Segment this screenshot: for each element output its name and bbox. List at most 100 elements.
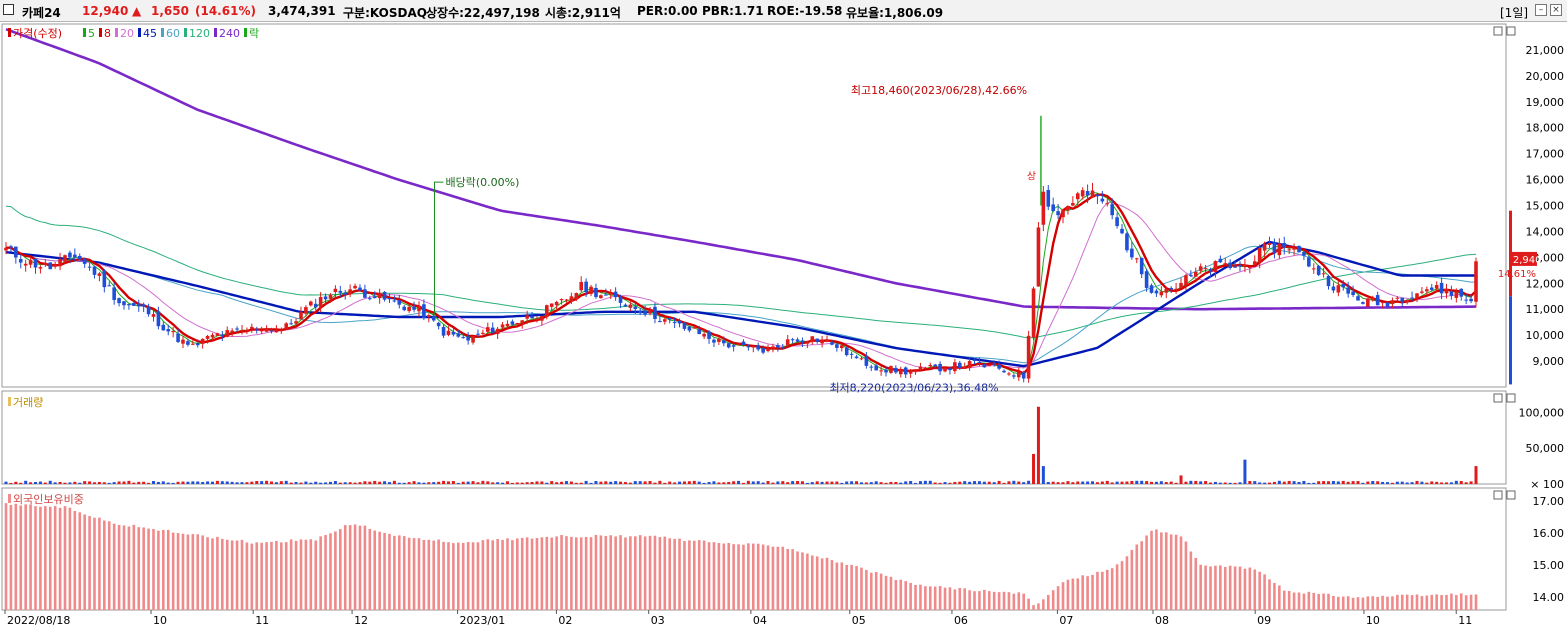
foreign-bar — [63, 506, 67, 610]
foreign-bar — [240, 539, 244, 610]
foreign-bar — [904, 581, 907, 610]
volume-bar — [496, 482, 500, 484]
foreign-tick-label: 15.00 — [1533, 559, 1565, 572]
candle-body — [279, 329, 284, 332]
period-selector[interactable]: [1일] — [1500, 6, 1529, 20]
volume-bar — [1071, 482, 1075, 484]
candle-body — [545, 305, 549, 318]
candle-body — [1420, 291, 1424, 293]
volume-bar — [255, 480, 259, 484]
volume-bar — [1341, 480, 1345, 484]
candle-body — [38, 267, 43, 269]
candle-body — [1361, 302, 1365, 304]
foreign-bar — [653, 535, 657, 610]
volume-bar — [206, 481, 210, 484]
stock-chart[interactable]: 최고18,460(2023/06/28),42.66% 최저8,220(2023/… — [0, 22, 1567, 630]
volume-bar — [1445, 482, 1449, 484]
x-axis-label: 06 — [954, 614, 968, 627]
legend-swatch — [184, 28, 187, 37]
candle-body — [982, 364, 987, 368]
candle-body — [1341, 283, 1346, 288]
close-icon[interactable]: × — [1550, 4, 1562, 16]
candle-body — [638, 310, 643, 314]
foreign-bar — [1381, 595, 1384, 610]
volume-bar — [1174, 482, 1178, 484]
foreign-bar — [1337, 596, 1340, 610]
foreign-bar — [1464, 595, 1468, 610]
volume-bar — [1199, 481, 1203, 484]
volume-bar — [510, 482, 514, 484]
foreign-bar — [176, 533, 180, 610]
volume-bar — [756, 481, 760, 484]
foreign-bar — [722, 543, 726, 610]
candle-body — [943, 368, 947, 372]
volume-bar — [864, 482, 868, 484]
volume-bar — [658, 480, 662, 484]
minimize-icon[interactable]: – — [1535, 4, 1547, 16]
foreign-bar — [1297, 592, 1301, 610]
candle-body — [540, 315, 544, 321]
volume-bar — [338, 482, 342, 484]
foreign-bar — [1430, 594, 1434, 610]
foreign-bar — [1361, 597, 1365, 610]
volume-bar — [279, 481, 283, 484]
candle-body — [707, 331, 711, 339]
candle-body — [515, 322, 520, 325]
price-tick-label: 19,000 — [1526, 96, 1565, 109]
foreign-bar — [334, 531, 337, 610]
volume-bar — [1066, 481, 1070, 484]
foreign-bar — [1120, 561, 1124, 610]
foreign-bar — [1007, 592, 1011, 610]
foreign-bar — [673, 538, 676, 610]
volume-bar — [78, 482, 82, 484]
candle-body — [884, 369, 888, 373]
volume-bar — [1091, 481, 1095, 484]
foreign-bar — [742, 544, 745, 610]
foreign-bar — [1169, 534, 1173, 610]
volume-bar — [220, 481, 224, 484]
volume-bar — [1051, 481, 1055, 484]
pbr-value: PBR:1.71 — [702, 4, 764, 18]
volume-bar — [776, 481, 780, 484]
foreign-bar — [648, 535, 652, 610]
foreign-bar — [186, 534, 190, 610]
foreign-bar — [560, 534, 563, 610]
volume-bar — [869, 482, 873, 484]
market-cap: 시총:2,911억 — [545, 6, 621, 20]
candle-body — [1016, 371, 1021, 378]
volume-bar — [879, 482, 883, 484]
foreign-bar — [304, 539, 308, 610]
foreign-bar — [678, 538, 681, 610]
candle-body — [1395, 297, 1400, 299]
foreign-bar — [1032, 605, 1035, 610]
foreign-bar — [201, 535, 204, 610]
candle-body — [1164, 288, 1169, 293]
header-checkbox[interactable] — [3, 4, 14, 15]
stock-name[interactable]: 카페24 — [22, 6, 61, 20]
foreign-bar — [122, 525, 126, 610]
foreign-bar — [309, 539, 313, 610]
foreign-bar — [1135, 544, 1139, 610]
volume-bar — [673, 482, 677, 484]
ma-20-line — [5, 201, 1477, 370]
candle-body — [800, 340, 805, 343]
foreign-bar — [1145, 535, 1148, 610]
volume-bar — [1322, 481, 1326, 484]
candle-body — [1415, 293, 1419, 299]
candle-body — [741, 341, 746, 346]
foreign-bar — [1400, 594, 1404, 610]
volume-bar — [63, 482, 67, 484]
foreign-bar — [1450, 593, 1453, 610]
foreign-bar — [58, 507, 62, 610]
volume-bar — [1390, 482, 1394, 484]
foreign-bar — [34, 506, 37, 610]
foreign-bar — [206, 537, 209, 610]
volume-bar — [1218, 482, 1222, 484]
candle-body — [658, 321, 662, 323]
candle-body — [289, 323, 293, 325]
candle-body — [1366, 298, 1370, 307]
foreign-bar — [781, 546, 785, 610]
candle-body — [1184, 275, 1188, 286]
foreign-bar — [442, 541, 445, 610]
foreign-bar — [461, 542, 465, 610]
